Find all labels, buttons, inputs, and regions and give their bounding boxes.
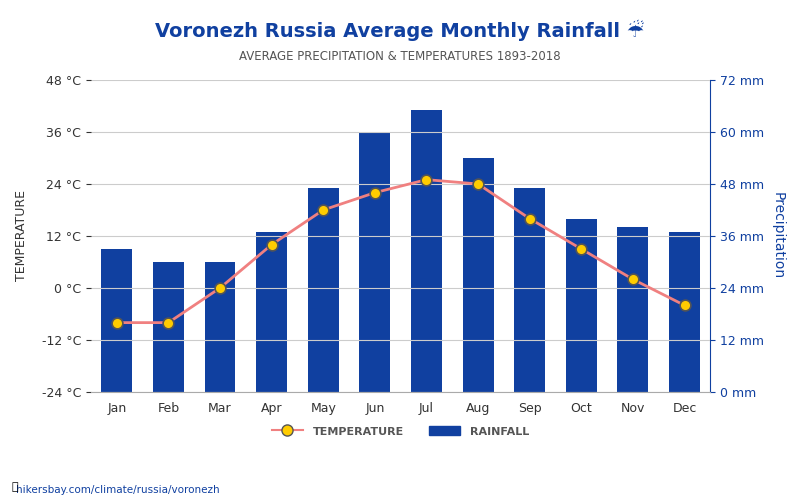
Y-axis label: Precipitation: Precipitation: [771, 192, 785, 280]
Bar: [102, 249, 132, 392]
Point: [420, 176, 433, 184]
Bar: [566, 218, 597, 392]
Legend: TEMPERATURE, RAINFALL: TEMPERATURE, RAINFALL: [266, 421, 534, 442]
Y-axis label: TEMPERATURE: TEMPERATURE: [15, 190, 28, 282]
Bar: [308, 188, 338, 392]
Point: [162, 318, 175, 326]
Bar: [153, 262, 184, 392]
Bar: [669, 232, 700, 392]
Bar: [514, 188, 545, 392]
Bar: [618, 228, 648, 392]
Bar: [462, 158, 494, 392]
Bar: [205, 262, 235, 392]
Text: AVERAGE PRECIPITATION & TEMPERATURES 1893-2018: AVERAGE PRECIPITATION & TEMPERATURES 189…: [239, 50, 561, 63]
Point: [369, 188, 382, 196]
Text: 📍: 📍: [12, 482, 18, 492]
Text: Voronezh Russia Average Monthly Rainfall ☔: Voronezh Russia Average Monthly Rainfall…: [155, 20, 645, 42]
Point: [110, 318, 123, 326]
Bar: [411, 110, 442, 392]
Text: hikersbay.com/climate/russia/voronezh: hikersbay.com/climate/russia/voronezh: [16, 485, 220, 495]
Point: [266, 240, 278, 248]
Bar: [256, 232, 287, 392]
Point: [678, 302, 691, 310]
Point: [575, 245, 588, 253]
Point: [214, 284, 226, 292]
Point: [626, 276, 639, 283]
Bar: [359, 132, 390, 392]
Point: [317, 206, 330, 214]
Point: [472, 180, 485, 188]
Point: [523, 214, 536, 222]
